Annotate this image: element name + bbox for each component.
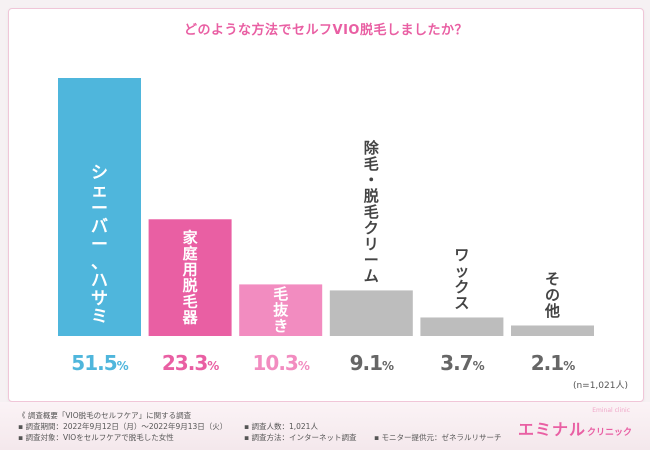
bar-1 <box>58 78 141 336</box>
survey-target: ▪ 調査対象：VIOをセルフケアで脱毛した女性 <box>18 433 174 442</box>
survey-row-1: ▪ 調査期間：2022年9月12日（月）～2022年9月13日（火） ▪ 調査人… <box>18 421 318 432</box>
bar-6 <box>511 325 594 336</box>
value-label-3: 10.3% <box>253 351 310 375</box>
survey-notes: 《 調査概要「VIO脱毛のセルフケア」に関する調査 ▪ 調査期間：2022年9月… <box>18 410 501 443</box>
bar-3 <box>239 284 323 336</box>
value-label-4: 9.1% <box>350 351 394 375</box>
logo-tagline: Eminal clinic <box>592 407 630 414</box>
value-label-6: 2.1% <box>531 351 575 375</box>
category-label-3: 毛抜き <box>273 285 289 335</box>
logo-sub: クリニック <box>586 428 632 438</box>
survey-heading: 《 調査概要「VIO脱毛のセルフケア」に関する調査 <box>18 411 192 420</box>
category-label-1: シェーバー、ハサミ <box>91 163 108 327</box>
survey-row-2: ▪ 調査対象：VIOをセルフケアで脱毛した女性 ▪ 調査方法：インターネット調査… <box>18 432 501 443</box>
bar-4 <box>329 290 413 336</box>
bar-2 <box>148 219 232 336</box>
bar-chart: シェーバー、ハサミ 51.5% 家庭用脱毛器 23.3% 毛抜き 10.3% 除毛・脱毛クリ… <box>58 78 628 391</box>
bar-5 <box>420 317 504 336</box>
logo-main: エミナル <box>517 420 586 439</box>
survey-provider: ▪ モニター提供元：ゼネラルリサーチ <box>374 433 502 442</box>
survey-method: ▪ 調査方法：インターネット調査 <box>244 433 357 442</box>
chart-title: どのような方法でセルフVIO脱毛しましたか？ <box>184 23 468 38</box>
survey-period: ▪ 調査期間：2022年9月12日（月）～2022年9月13日（火） <box>18 422 228 431</box>
value-label-5: 3.7% <box>440 351 484 375</box>
survey-footer: 《 調査概要「VIO脱毛のセルフケア」に関する調査 ▪ 調査期間：2022年9月… <box>0 402 650 450</box>
clinic-logo: Eminal clinic エミナルクリニック <box>517 407 632 440</box>
value-label-2: 23.3% <box>162 351 219 375</box>
value-label-1: 51.5% <box>71 351 128 375</box>
category-label-5: ワックス <box>454 246 469 312</box>
survey-count: ▪ 調査人数：1,021人 <box>244 422 318 431</box>
sample-size-note: (n=1,021人) <box>573 380 628 391</box>
category-label-6: その他 <box>544 270 560 320</box>
category-label-2: 家庭用脱毛器 <box>182 228 199 326</box>
category-label-4: 除毛・脱毛クリーム <box>364 139 380 285</box>
